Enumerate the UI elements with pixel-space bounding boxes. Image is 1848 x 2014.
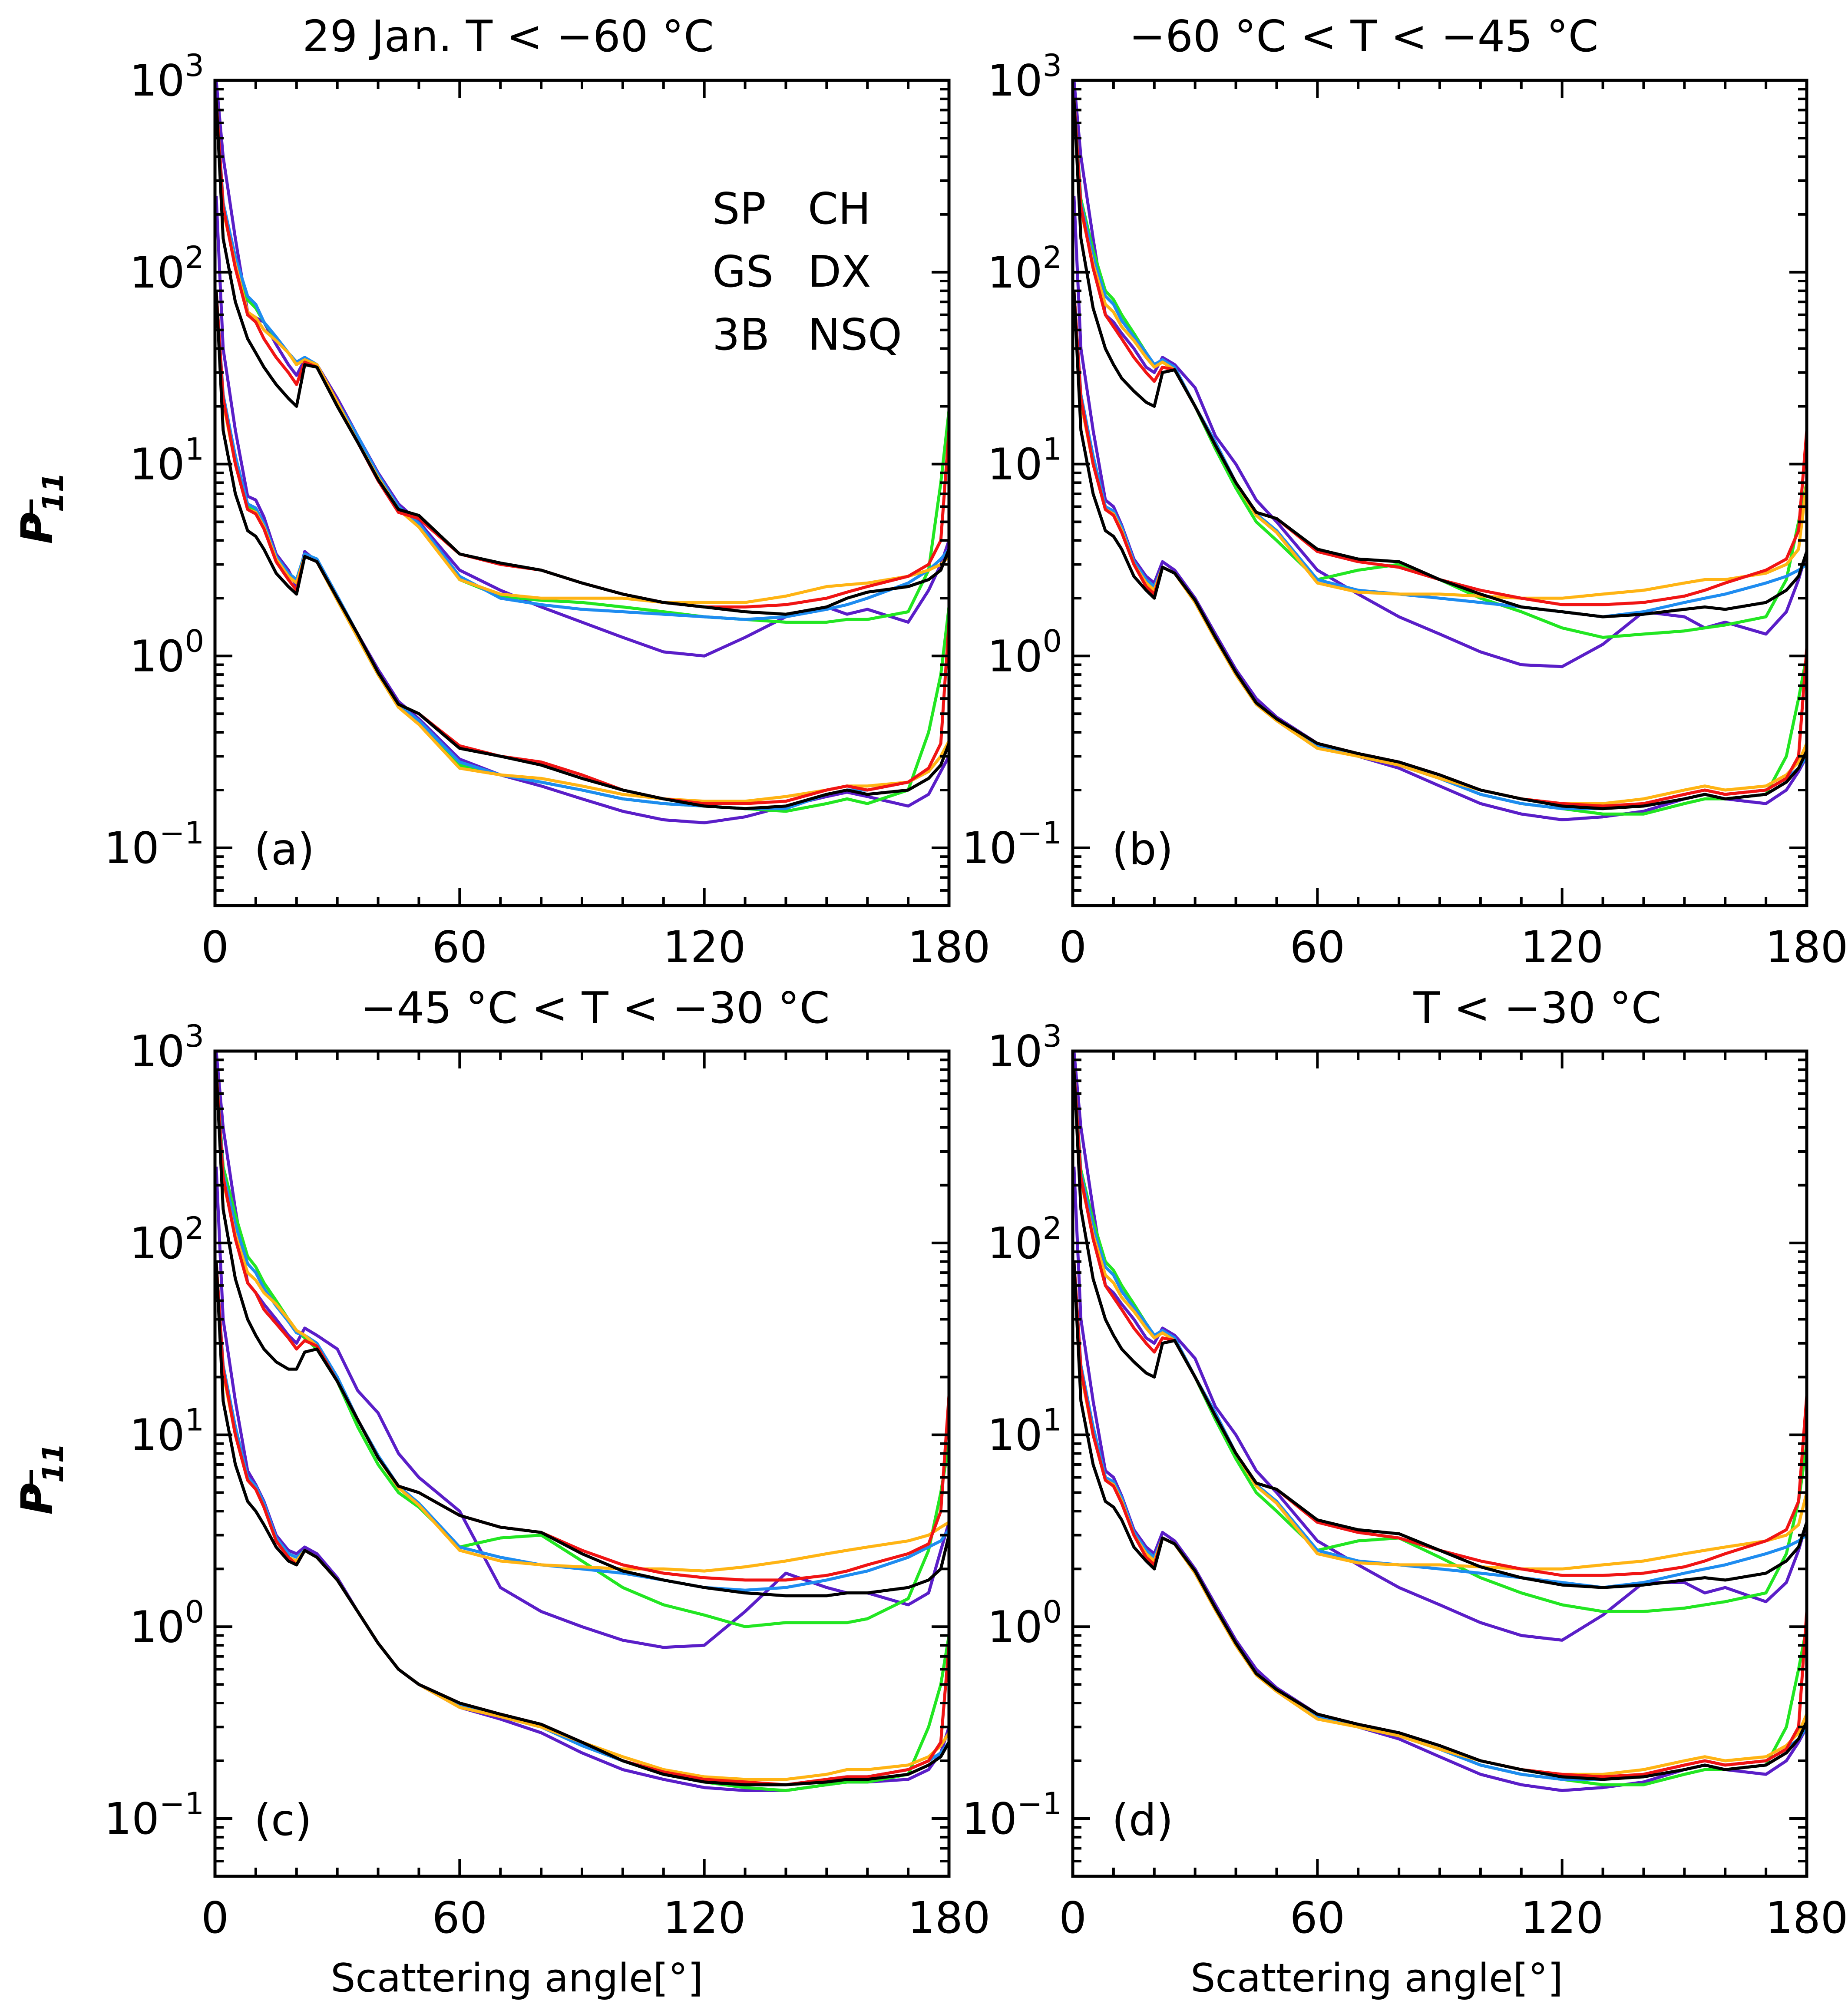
y-label-main: P — [12, 1483, 63, 1515]
y-label-sub: 11 — [36, 1443, 70, 1483]
y-tick-label-d: 101 — [987, 1402, 1062, 1461]
legend-sp: SP — [712, 183, 766, 234]
x-tick-label-d: 180 — [1765, 1892, 1848, 1943]
y-tick-label-d: 102 — [987, 1210, 1062, 1269]
series-dx-upper-a — [215, 99, 949, 604]
x-tick-label-c: 120 — [663, 1892, 746, 1943]
series-sp-upper-d — [1073, 1051, 1807, 1642]
series-nsq-upper-b — [1073, 99, 1807, 618]
y-label-sub: 11 — [36, 472, 70, 512]
y-tick-label-c: 102 — [129, 1210, 204, 1269]
panel-letter-a: (a) — [254, 824, 314, 875]
series-nsq-lower-a — [215, 291, 949, 810]
series-dx-upper-b — [1073, 99, 1807, 600]
y-label-main: P — [12, 512, 63, 544]
x-tick-label-a: 0 — [201, 922, 229, 972]
series-nsq-lower-c — [215, 1261, 949, 1786]
x-tick-label-a: 120 — [663, 922, 746, 972]
x-tick-label-c: 60 — [432, 1892, 487, 1943]
series-nsq-upper-a — [215, 99, 949, 616]
series-group-d — [1073, 1051, 1807, 1792]
y-axis-label-bottom: P11 — [12, 1443, 70, 1515]
x-tick-label-b: 120 — [1521, 922, 1603, 972]
series-dx-upper-d — [1073, 1069, 1807, 1571]
panel-d-title: T < −30 °C — [1413, 982, 1661, 1033]
legend-gs: GS — [712, 246, 774, 297]
panel-b: −60 °C < T < −45 °C 0 60 120 180 10−1 100 101 1… — [962, 11, 1848, 972]
x-tick-label-c: 180 — [908, 1892, 991, 1943]
y-tick-label-a: 102 — [129, 240, 204, 298]
x-tick-label-c: 0 — [201, 1892, 229, 1943]
x-tick-label-d: 60 — [1290, 1892, 1345, 1943]
series-gs-upper-d — [1073, 1069, 1807, 1589]
legend: SP CH GS DX 3B NSQ — [712, 183, 902, 360]
y-tick-label-b: 101 — [987, 432, 1062, 490]
series-gs-upper-b — [1073, 99, 1807, 618]
panel-letter-b: (b) — [1112, 824, 1174, 875]
y-tick-label-a: 100 — [129, 623, 204, 681]
x-tick-label-d: 120 — [1521, 1892, 1603, 1943]
series-dx-upper-c — [215, 1069, 949, 1573]
y-tick-label-b: 10−1 — [962, 815, 1062, 873]
y-tick-label-b: 100 — [987, 623, 1062, 681]
series-group-a — [215, 80, 949, 824]
y-tick-label-d: 103 — [987, 1019, 1062, 1077]
y-tick-label-a: 101 — [129, 432, 204, 490]
series-group-c — [215, 1051, 949, 1792]
y-tick-label-d: 10−1 — [962, 1786, 1062, 1844]
series-nsq-upper-d — [1073, 1069, 1807, 1589]
legend-3b: 3B — [712, 309, 770, 360]
x-tick-label-b: 180 — [1765, 922, 1848, 972]
series-gs-upper-c — [215, 1069, 949, 1592]
series-group-b — [1073, 80, 1807, 821]
y-tick-label-a: 10−1 — [104, 815, 204, 873]
panel-c-title: −45 °C < T < −30 °C — [360, 982, 830, 1033]
series-nsq-upper-c — [215, 1069, 949, 1597]
panel-letter-d: (d) — [1112, 1795, 1174, 1845]
panel-a: 29 Jan. T < −60 °C 0 60 120 180 10−1 100 101 10… — [104, 11, 991, 972]
series-nsq-lower-d — [1073, 1261, 1807, 1781]
y-tick-label-c: 10−1 — [104, 1786, 204, 1844]
panel-letter-c: (c) — [254, 1795, 312, 1845]
x-tick-label-b: 0 — [1059, 922, 1087, 972]
svg-text:P11: P11 — [12, 472, 70, 544]
y-tick-label-c: 103 — [129, 1019, 204, 1077]
panel-a-title: 29 Jan. T < −60 °C — [302, 11, 714, 62]
x-tick-label-b: 60 — [1290, 922, 1345, 972]
x-axis-label-left: Scattering angle[°] — [331, 1955, 703, 2001]
svg-text:P11: P11 — [12, 1443, 70, 1515]
y-tick-label-b: 102 — [987, 240, 1062, 298]
panel-b-title: −60 °C < T < −45 °C — [1129, 11, 1598, 62]
series-sp-lower-a — [215, 195, 949, 824]
legend-nsq: NSQ — [808, 309, 902, 360]
y-axis-label-top: P11 — [12, 472, 70, 544]
y-tick-label-c: 101 — [129, 1402, 204, 1461]
y-tick-label-d: 100 — [987, 1594, 1062, 1652]
y-tick-label-a: 103 — [129, 48, 204, 106]
x-axis-label-right: Scattering angle[°] — [1190, 1955, 1563, 2001]
y-tick-label-b: 103 — [987, 48, 1062, 106]
legend-ch: CH — [808, 183, 871, 234]
series-nsq-lower-b — [1073, 291, 1807, 810]
x-tick-label-a: 60 — [432, 922, 487, 972]
panel-d: T < −30 °C 0 60 120 180 10−1 100 101 102 103 (d) — [962, 982, 1848, 1943]
legend-dx: DX — [808, 246, 871, 297]
series-sp-upper-b — [1073, 80, 1807, 668]
series-gs-upper-a — [215, 99, 949, 621]
panel-c: −45 °C < T < −30 °C 0 60 120 180 10−1 100 101 1… — [104, 982, 991, 1943]
x-tick-label-d: 0 — [1059, 1892, 1087, 1943]
y-tick-label-c: 100 — [129, 1594, 204, 1652]
x-tick-label-a: 180 — [908, 922, 991, 972]
